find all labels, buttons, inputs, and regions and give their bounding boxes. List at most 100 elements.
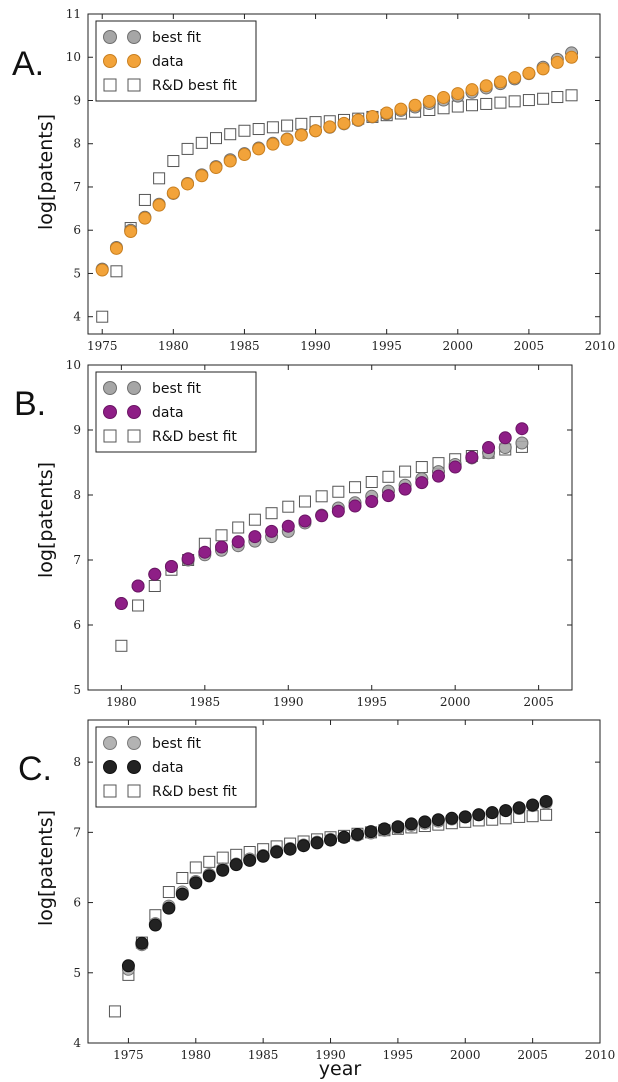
y-tick-label: 6 bbox=[73, 223, 81, 237]
data-point-circle bbox=[377, 822, 391, 836]
legend-entry: data bbox=[152, 405, 184, 421]
y-tick-label: 5 bbox=[73, 966, 81, 980]
data-point-circle bbox=[152, 198, 166, 212]
data-point-circle bbox=[202, 869, 216, 883]
y-tick-label: 10 bbox=[66, 358, 81, 372]
data-point-square bbox=[298, 495, 311, 508]
data-point-circle bbox=[458, 810, 472, 824]
data-point-circle bbox=[499, 804, 513, 818]
y-axis-label: log[patents] bbox=[35, 462, 57, 578]
data-point-square bbox=[551, 91, 564, 104]
data-point-square bbox=[232, 521, 245, 534]
x-tick-label: 1990 bbox=[315, 1048, 346, 1062]
data-point-circle bbox=[465, 450, 479, 464]
data-point-circle bbox=[451, 87, 465, 101]
data-point-circle bbox=[408, 98, 422, 112]
legend-marker bbox=[103, 429, 117, 443]
data-point-circle bbox=[124, 225, 138, 239]
y-tick-label: 11 bbox=[66, 7, 81, 21]
data-point-square bbox=[265, 507, 278, 520]
x-tick-label: 2005 bbox=[517, 1048, 548, 1062]
data-point-circle bbox=[216, 863, 230, 877]
data-point-circle bbox=[229, 858, 243, 872]
data-point-circle bbox=[364, 825, 378, 839]
data-point-square bbox=[565, 89, 578, 102]
legend-marker bbox=[127, 30, 141, 44]
legend-entry: best fit bbox=[152, 381, 202, 397]
x-tick-label: 1985 bbox=[229, 339, 260, 353]
data-point-square bbox=[210, 132, 222, 145]
data-point-circle bbox=[162, 901, 176, 915]
legend: best fit data R&D best fit bbox=[95, 371, 257, 453]
data-point-circle bbox=[398, 482, 412, 496]
x-tick-label: 2010 bbox=[585, 1048, 616, 1062]
legend-marker bbox=[103, 54, 117, 68]
data-point-circle bbox=[195, 169, 209, 183]
data-point-square bbox=[399, 465, 412, 478]
x-tick-label: 1980 bbox=[158, 339, 189, 353]
data-point-circle bbox=[448, 460, 462, 474]
data-point-circle bbox=[243, 853, 257, 867]
data-point-circle bbox=[131, 579, 145, 593]
data-point-circle bbox=[331, 504, 345, 518]
data-point-circle bbox=[515, 422, 529, 436]
data-point-circle bbox=[252, 142, 266, 156]
legend-entry: R&D best fit bbox=[152, 78, 237, 94]
data-point-square bbox=[216, 851, 229, 864]
x-tick-label: 1995 bbox=[356, 695, 387, 709]
data-point-square bbox=[508, 95, 521, 108]
data-point-circle bbox=[256, 849, 270, 863]
series-best-fit bbox=[114, 436, 529, 611]
data-point-circle bbox=[189, 876, 203, 890]
data-point-circle bbox=[348, 499, 362, 513]
data-point-circle bbox=[515, 436, 529, 450]
data-point-square bbox=[281, 119, 294, 132]
series-data bbox=[121, 794, 553, 973]
data-point-square bbox=[167, 155, 180, 168]
data-point-square bbox=[96, 310, 109, 323]
data-point-square bbox=[108, 1005, 121, 1018]
data-point-square bbox=[252, 123, 265, 136]
x-tick-label: 2000 bbox=[450, 1048, 481, 1062]
data-point-circle bbox=[479, 79, 493, 93]
chart-panel-3: 1975 1980 1985 1990 1995 2000 2005 2010 4 5 6 7 8 log… bbox=[18, 719, 616, 1062]
plot-frame bbox=[87, 719, 601, 1044]
data-point-square bbox=[349, 481, 362, 494]
data-point-square bbox=[138, 193, 151, 206]
legend-entry: R&D best fit bbox=[152, 784, 237, 800]
legend-marker bbox=[127, 784, 141, 798]
data-point-circle bbox=[181, 552, 195, 566]
chart-panel-1: 1975 1980 1985 1990 1995 2000 2005 2010 4 5 6 7 8 9 10… bbox=[12, 7, 615, 353]
legend-marker bbox=[127, 736, 141, 750]
y-tick-label: 5 bbox=[73, 683, 81, 697]
y-tick-label: 6 bbox=[73, 896, 81, 910]
y-tick-label: 8 bbox=[73, 137, 81, 151]
legend-marker bbox=[103, 784, 117, 798]
data-point-circle bbox=[164, 560, 178, 573]
data-point-square bbox=[494, 96, 507, 109]
data-point-square bbox=[195, 136, 208, 149]
y-tick-label: 9 bbox=[73, 93, 81, 107]
y-tick-label: 6 bbox=[73, 618, 81, 632]
panel-label: C. bbox=[18, 750, 52, 788]
legend-marker bbox=[103, 30, 117, 44]
data-point-square bbox=[295, 117, 308, 130]
y-axis-label: log[patents] bbox=[35, 810, 57, 926]
data-point-circle bbox=[121, 959, 135, 973]
data-point-circle bbox=[418, 815, 432, 829]
legend-marker bbox=[103, 405, 117, 419]
data-point-circle bbox=[431, 813, 445, 827]
data-point-circle bbox=[365, 109, 379, 123]
x-tick-label: 1995 bbox=[383, 1048, 414, 1062]
panel-label: A. bbox=[12, 45, 44, 83]
x-tick-label: 1990 bbox=[300, 339, 331, 353]
data-point-square bbox=[224, 128, 237, 141]
plot-frame bbox=[87, 364, 573, 691]
series-r-d-best-fit bbox=[96, 89, 578, 323]
data-point-square bbox=[110, 265, 123, 278]
data-point-circle bbox=[526, 798, 540, 812]
data-point-circle bbox=[280, 132, 294, 146]
data-point-square bbox=[415, 461, 428, 474]
data-point-circle bbox=[482, 441, 496, 455]
